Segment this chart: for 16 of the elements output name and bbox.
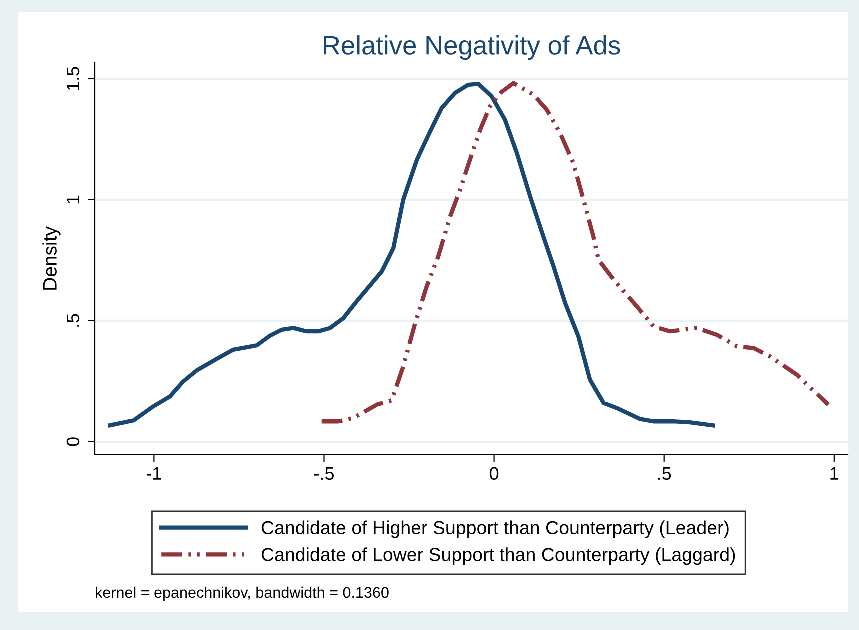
chart-title: Relative Negativity of Ads — [324, 36, 620, 60]
line-series — [320, 81, 831, 424]
x-tick-label: -1 — [146, 467, 162, 480]
line-series — [106, 82, 718, 428]
y-tick-label: 1.5 — [67, 67, 80, 90]
x-tick-label: 0 — [490, 467, 499, 480]
text: kernel = epanechnikov, bandwidth = 0.1360 — [96, 586, 389, 602]
x-tick-label: 1 — [830, 467, 839, 480]
legend-label: Candidate of Lower Support than Counterparty (Laggard) — [262, 548, 736, 566]
y-axis-title: Density — [42, 226, 61, 290]
y-tick-label: .5 — [67, 314, 80, 327]
x-tick-label: .5 — [658, 467, 672, 480]
x-tick-label: -.5 — [314, 467, 334, 480]
y-tick-label: 1 — [67, 196, 80, 204]
y-tick-label: 0 — [66, 438, 80, 446]
legend-label: Candidate of Higher Support than Counterparty (Leader) — [262, 520, 729, 538]
